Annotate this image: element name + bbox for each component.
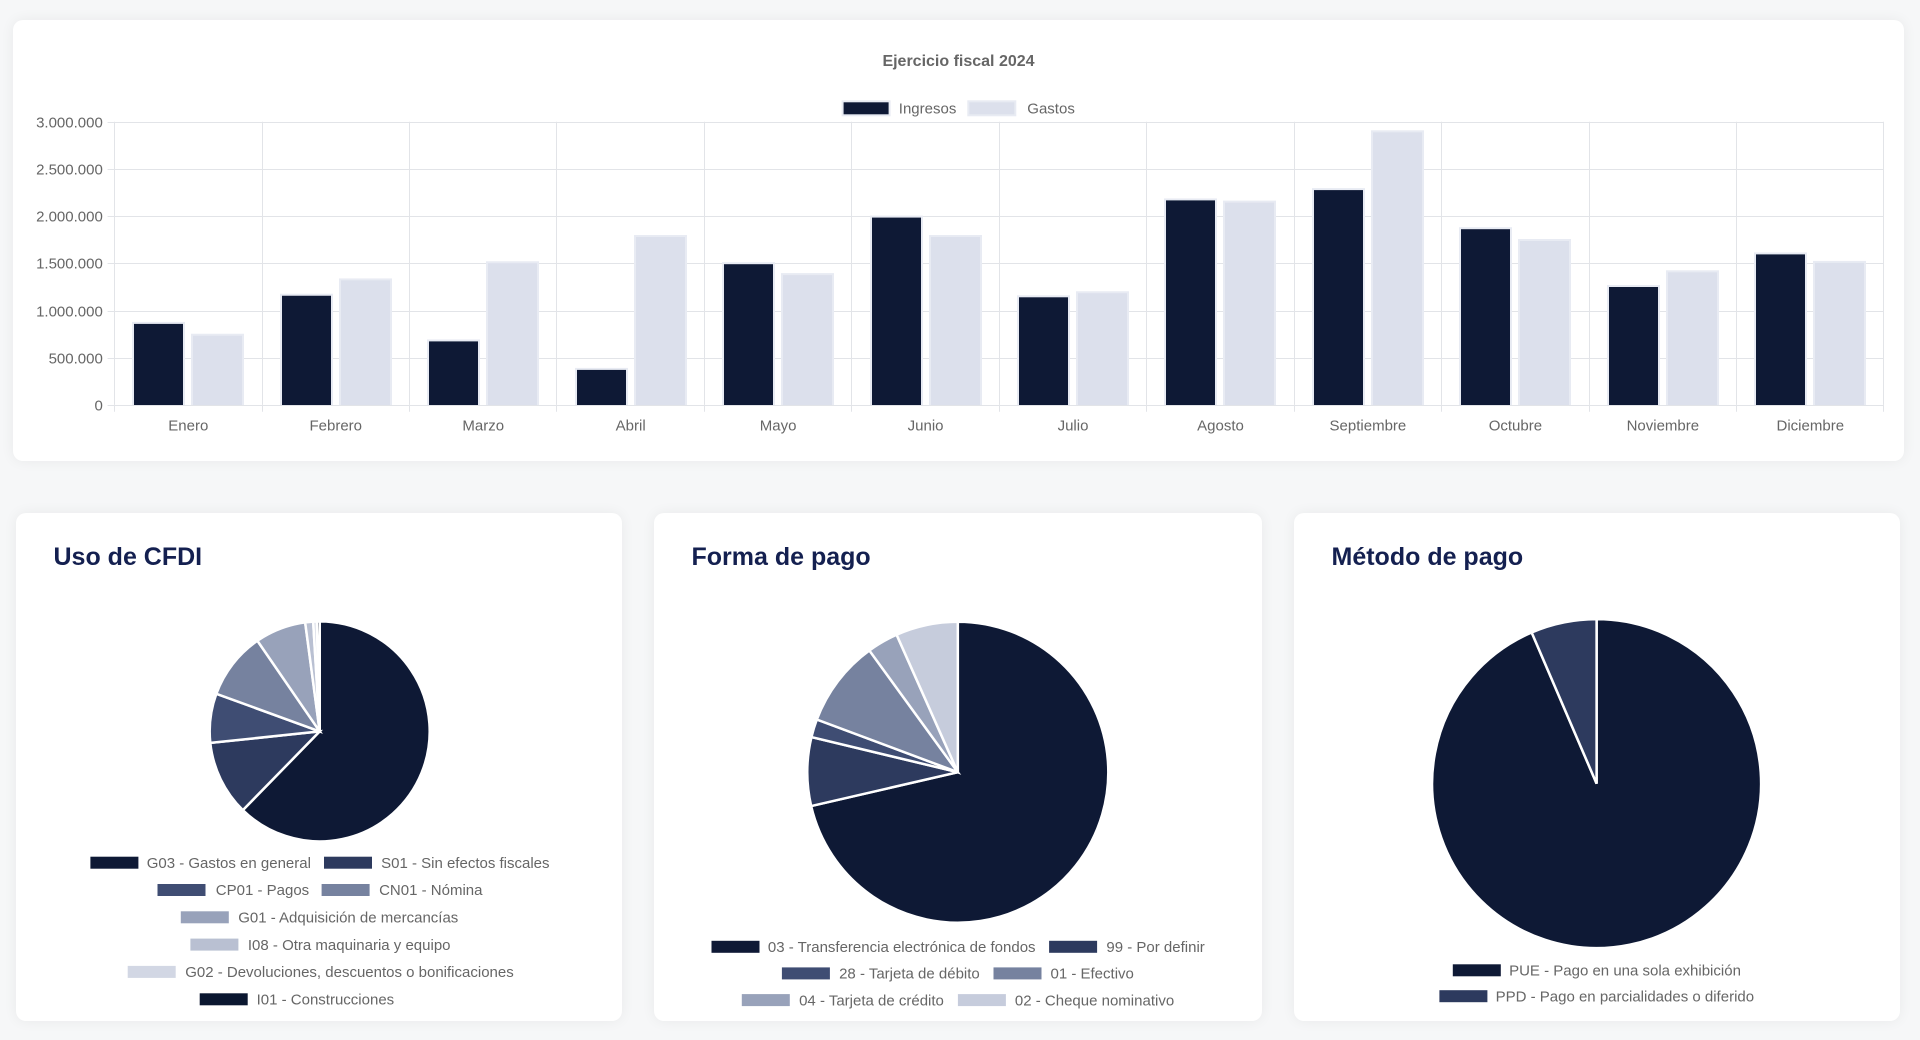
svg-text:I01 - Construcciones: I01 - Construcciones (256, 992, 394, 1009)
svg-text:01 - Efectivo: 01 - Efectivo (1050, 966, 1133, 983)
svg-text:Junio: Junio (907, 418, 943, 435)
svg-text:Mayo: Mayo (759, 418, 796, 435)
svg-text:28 - Tarjeta de débito: 28 - Tarjeta de débito (839, 966, 980, 983)
svg-text:CP01 - Pagos: CP01 - Pagos (216, 882, 309, 899)
svg-text:02 - Cheque nominativo: 02 - Cheque nominativo (1015, 992, 1174, 1009)
svg-text:04 - Tarjeta de crédito: 04 - Tarjeta de crédito (799, 992, 944, 1009)
svg-text:Ingresos: Ingresos (898, 101, 956, 118)
svg-text:Diciembre: Diciembre (1776, 418, 1844, 435)
svg-text:Octubre: Octubre (1488, 418, 1541, 435)
svg-text:PPD - Pago en parcialidades o: PPD - Pago en parcialidades o diferido (1495, 989, 1754, 1006)
svg-text:Ejercicio fiscal 2024: Ejercicio fiscal 2024 (882, 53, 1034, 70)
svg-text:G02 - Devoluciones, descuentos: G02 - Devoluciones, descuentos o bonific… (185, 964, 514, 981)
svg-text:1.000.000: 1.000.000 (36, 304, 103, 321)
svg-text:3.000.000: 3.000.000 (36, 115, 103, 132)
svg-text:Agosto: Agosto (1197, 418, 1244, 435)
svg-text:2.500.000: 2.500.000 (36, 162, 103, 179)
svg-text:500.000: 500.000 (48, 351, 102, 368)
svg-text:03 - Transferencia electrónica: 03 - Transferencia electrónica de fondos (768, 939, 1036, 956)
svg-text:S01 - Sin efectos fiscales: S01 - Sin efectos fiscales (381, 855, 549, 872)
svg-text:Marzo: Marzo (462, 418, 504, 435)
svg-text:Septiembre: Septiembre (1329, 418, 1406, 435)
svg-text:Forma de pago: Forma de pago (691, 543, 870, 571)
svg-text:Abril: Abril (615, 418, 645, 435)
svg-text:G03 - Gastos en general: G03 - Gastos en general (146, 855, 310, 872)
svg-text:Gastos: Gastos (1027, 101, 1075, 118)
svg-text:Uso de CFDI: Uso de CFDI (53, 543, 202, 571)
svg-text:G01 - Adquisición de mercancía: G01 - Adquisición de mercancías (238, 910, 458, 927)
svg-text:Método de pago: Método de pago (1331, 543, 1523, 571)
svg-text:0: 0 (94, 398, 102, 415)
svg-text:CN01 - Nómina: CN01 - Nómina (379, 882, 483, 899)
svg-text:99 - Por definir: 99 - Por definir (1106, 939, 1204, 956)
svg-text:Noviembre: Noviembre (1626, 418, 1699, 435)
svg-text:Febrero: Febrero (309, 418, 362, 435)
svg-text:PUE - Pago en una sola exhibic: PUE - Pago en una sola exhibición (1509, 963, 1741, 980)
svg-text:2.000.000: 2.000.000 (36, 209, 103, 226)
svg-text:I08 - Otra maquinaria y equipo: I08 - Otra maquinaria y equipo (248, 937, 451, 954)
svg-text:1.500.000: 1.500.000 (36, 256, 103, 273)
svg-text:Julio: Julio (1057, 418, 1088, 435)
svg-text:Enero: Enero (168, 418, 208, 435)
